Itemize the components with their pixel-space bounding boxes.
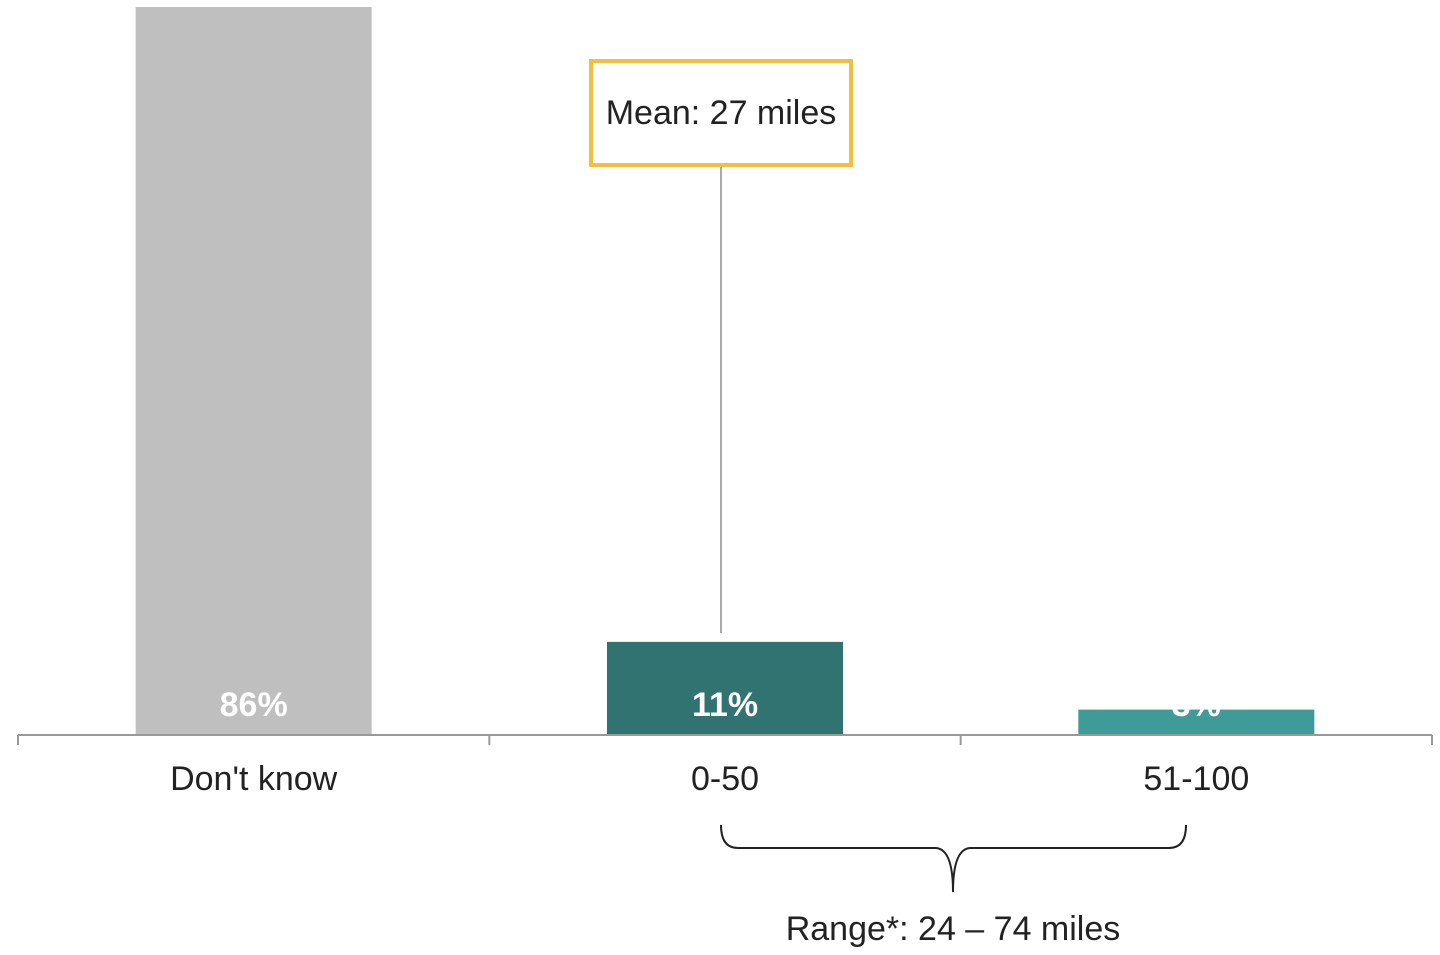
bar [607, 641, 843, 735]
mean-annotation-box: Mean: 27 miles [589, 59, 853, 167]
value-labels-group: 86% 11% 3% [220, 686, 1221, 724]
mean-annotation-text: Mean: 27 miles [605, 94, 837, 132]
category-labels-group: Don't know 0-50 51-100 [170, 760, 1249, 798]
bar-value-label: 11% [692, 686, 758, 724]
category-label: Don't know [170, 760, 338, 798]
category-label: 51-100 [1143, 760, 1249, 798]
bar [1078, 709, 1315, 735]
bar-value-label: 86% [220, 686, 288, 724]
x-axis-ticks [17, 735, 1433, 745]
category-label: 0-50 [691, 760, 759, 798]
bar-value-label: 3% [1172, 686, 1221, 724]
range-brace [720, 824, 1187, 893]
range-annotation: Range*: 24 – 74 miles [785, 910, 1121, 948]
bars-group [135, 7, 1315, 735]
bar [135, 7, 372, 735]
